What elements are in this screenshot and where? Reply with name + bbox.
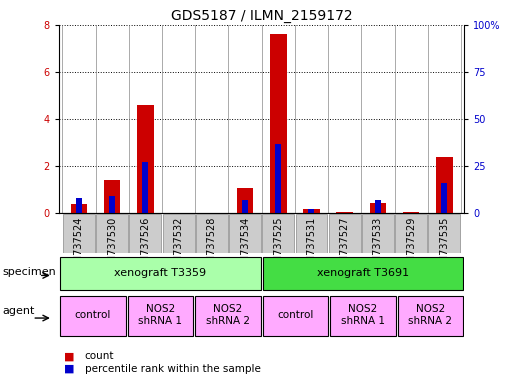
Text: GSM737531: GSM737531 [306, 216, 317, 276]
Bar [428, 214, 460, 253]
Text: xenograft T3359: xenograft T3359 [114, 268, 206, 278]
Bar [362, 214, 394, 253]
Bar [441, 183, 447, 213]
Bar [76, 198, 82, 213]
Bar [303, 209, 320, 213]
Bar [337, 212, 353, 213]
Bar [109, 196, 115, 213]
Text: GSM737533: GSM737533 [373, 216, 383, 276]
Text: GSM737535: GSM737535 [439, 216, 449, 276]
Bar [375, 200, 381, 213]
Text: percentile rank within the sample: percentile rank within the sample [85, 364, 261, 374]
Bar [96, 214, 128, 253]
Text: GSM737525: GSM737525 [273, 216, 283, 276]
Bar [242, 200, 248, 213]
Text: NOS2
shRNA 2: NOS2 shRNA 2 [408, 304, 452, 326]
Bar [329, 214, 361, 253]
Text: GSM737528: GSM737528 [207, 216, 217, 276]
Bar [263, 296, 328, 336]
Bar [104, 180, 121, 213]
Text: GSM737534: GSM737534 [240, 216, 250, 276]
Text: xenograft T3691: xenograft T3691 [317, 268, 409, 278]
Text: control: control [277, 310, 313, 320]
Bar [63, 214, 95, 253]
Bar [436, 157, 452, 213]
Text: GSM737529: GSM737529 [406, 216, 416, 276]
Bar [128, 296, 193, 336]
Text: GSM737527: GSM737527 [340, 216, 350, 276]
Text: count: count [85, 351, 114, 361]
Text: GSM737524: GSM737524 [74, 216, 84, 276]
Bar [262, 214, 294, 253]
Bar [129, 214, 161, 253]
Bar [330, 296, 396, 336]
Title: GDS5187 / ILMN_2159172: GDS5187 / ILMN_2159172 [171, 8, 352, 23]
Text: GSM737530: GSM737530 [107, 216, 117, 276]
Bar [308, 209, 314, 213]
Bar [60, 296, 126, 336]
Bar [71, 204, 87, 213]
Text: ■: ■ [64, 351, 74, 361]
Bar [295, 214, 327, 253]
Bar [60, 257, 261, 290]
Bar [229, 214, 261, 253]
Bar [403, 212, 420, 213]
Text: NOS2
shRNA 1: NOS2 shRNA 1 [139, 304, 182, 326]
Text: NOS2
shRNA 2: NOS2 shRNA 2 [206, 304, 250, 326]
Bar [395, 214, 427, 253]
Bar [275, 144, 281, 213]
Text: ■: ■ [64, 364, 74, 374]
Bar [143, 162, 148, 213]
Text: GSM737526: GSM737526 [141, 216, 150, 276]
Bar [196, 214, 228, 253]
Bar [270, 35, 287, 213]
Text: NOS2
shRNA 1: NOS2 shRNA 1 [341, 304, 385, 326]
Text: control: control [74, 310, 111, 320]
Text: specimen: specimen [3, 267, 56, 277]
Bar [195, 296, 261, 336]
Bar [236, 189, 253, 213]
Bar [263, 257, 463, 290]
Bar [163, 214, 194, 253]
Text: agent: agent [3, 306, 35, 316]
Bar [398, 296, 463, 336]
Text: GSM737532: GSM737532 [173, 216, 184, 276]
Bar [137, 105, 154, 213]
Bar [369, 202, 386, 213]
